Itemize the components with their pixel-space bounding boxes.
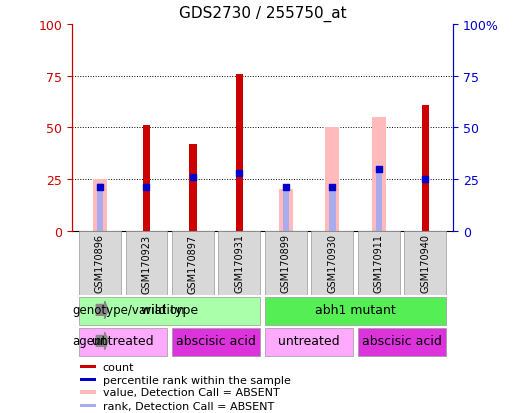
Bar xyxy=(329,188,336,231)
Bar xyxy=(80,404,96,407)
Text: abscisic acid: abscisic acid xyxy=(362,335,442,348)
Bar xyxy=(143,126,150,231)
Text: rank, Detection Call = ABSENT: rank, Detection Call = ABSENT xyxy=(102,401,274,411)
Bar xyxy=(172,328,260,356)
Text: percentile rank within the sample: percentile rank within the sample xyxy=(102,375,290,385)
Bar xyxy=(79,297,260,325)
Text: untreated: untreated xyxy=(92,335,154,348)
Bar xyxy=(325,128,339,231)
Bar xyxy=(218,231,260,295)
Bar xyxy=(126,231,167,295)
FancyArrow shape xyxy=(96,332,108,350)
Bar xyxy=(97,184,103,231)
Text: GSM170940: GSM170940 xyxy=(420,234,431,293)
Bar xyxy=(279,190,293,231)
Title: GDS2730 / 255750_at: GDS2730 / 255750_at xyxy=(179,6,347,22)
Bar xyxy=(283,186,289,231)
Point xyxy=(328,185,336,191)
Text: abscisic acid: abscisic acid xyxy=(176,335,256,348)
Bar xyxy=(372,118,386,231)
Text: agent: agent xyxy=(73,335,107,348)
Bar xyxy=(236,74,243,231)
Text: GSM170897: GSM170897 xyxy=(188,234,198,293)
Bar xyxy=(358,328,446,356)
Bar xyxy=(189,145,197,231)
Bar xyxy=(93,180,107,231)
Text: GSM170930: GSM170930 xyxy=(328,234,337,293)
Text: wild type: wild type xyxy=(141,304,198,317)
Point xyxy=(189,174,197,181)
Bar xyxy=(265,231,307,295)
Bar xyxy=(172,231,214,295)
Text: GSM170911: GSM170911 xyxy=(374,234,384,293)
Bar xyxy=(79,231,121,295)
Bar xyxy=(265,328,353,356)
Bar xyxy=(265,297,446,325)
Point xyxy=(142,185,150,191)
Bar xyxy=(80,366,96,368)
Point xyxy=(235,170,244,177)
Bar xyxy=(404,231,446,295)
Point xyxy=(96,185,104,191)
Bar xyxy=(312,231,353,295)
Text: GSM170923: GSM170923 xyxy=(142,234,151,293)
Text: GSM170931: GSM170931 xyxy=(234,234,245,293)
Text: GSM170899: GSM170899 xyxy=(281,234,291,293)
Point xyxy=(282,185,290,191)
Bar xyxy=(375,169,382,231)
FancyArrow shape xyxy=(96,301,108,319)
Bar xyxy=(80,391,96,394)
Text: GSM170896: GSM170896 xyxy=(95,234,105,293)
Text: count: count xyxy=(102,362,134,372)
Bar xyxy=(79,328,167,356)
Text: value, Detection Call = ABSENT: value, Detection Call = ABSENT xyxy=(102,387,279,397)
Text: untreated: untreated xyxy=(278,335,340,348)
Bar xyxy=(422,105,429,231)
Bar xyxy=(358,231,400,295)
Bar xyxy=(80,378,96,382)
Text: abh1 mutant: abh1 mutant xyxy=(315,304,396,317)
Point xyxy=(421,176,430,183)
Point xyxy=(375,166,383,173)
Text: genotype/variation: genotype/variation xyxy=(73,304,185,317)
